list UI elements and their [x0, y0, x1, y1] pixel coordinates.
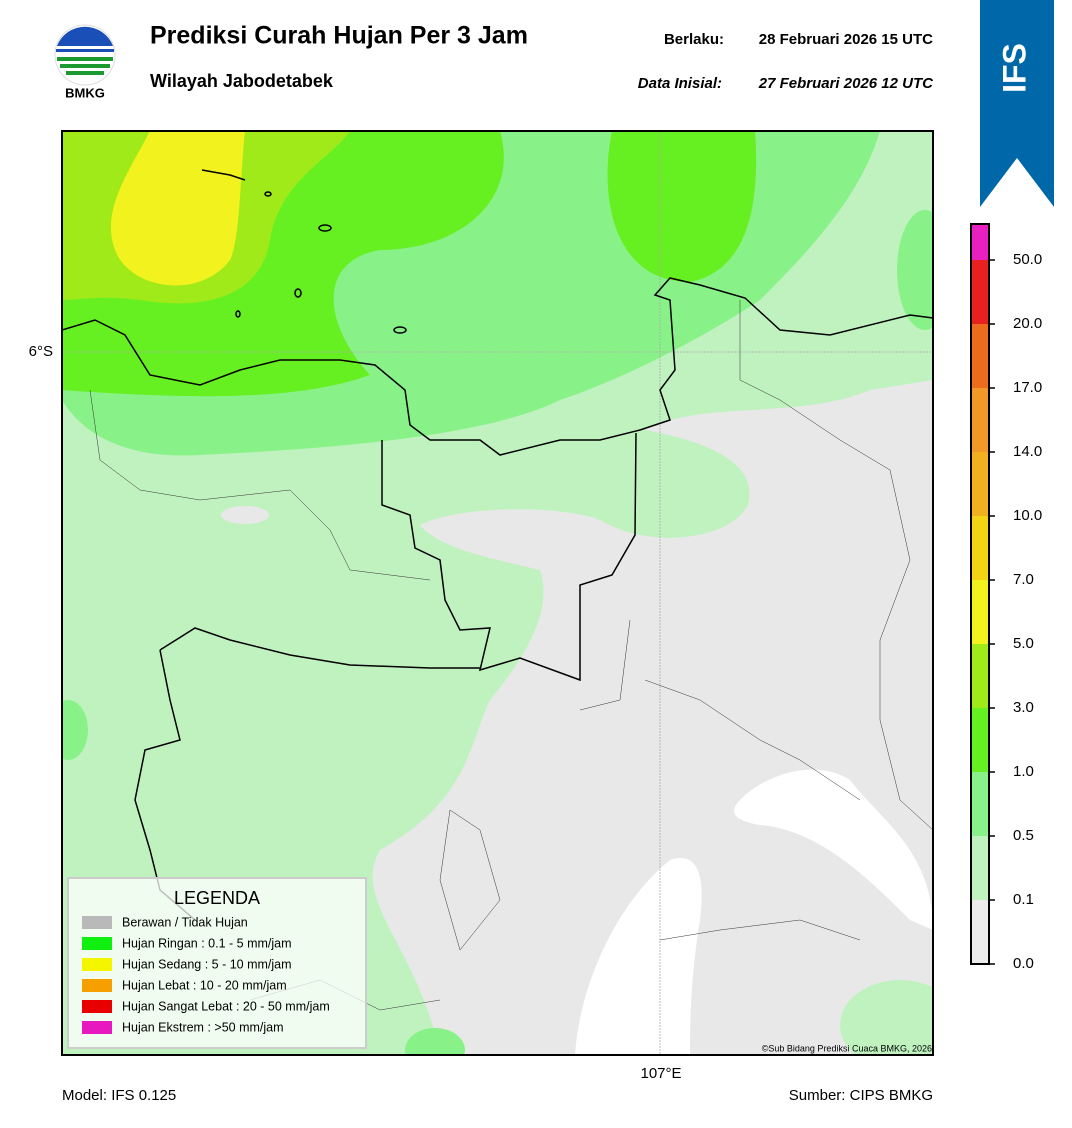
colorbar-tick-label: 14.0	[1013, 443, 1042, 460]
lon-label: 107°E	[640, 1065, 681, 1082]
colorbar-band	[971, 644, 989, 708]
colorbar-band	[971, 516, 989, 580]
colorbar-band	[971, 772, 989, 836]
colorbar-band	[971, 836, 989, 900]
colorbar-tick-label: 0.0	[1013, 955, 1034, 972]
legend-swatch	[82, 916, 112, 929]
badge-text: IFS	[996, 43, 1032, 93]
legend-label: Hujan Ekstrem : >50 mm/jam	[122, 1020, 284, 1034]
logo: BMKG	[54, 24, 116, 100]
colorbar-band	[971, 324, 989, 388]
legend-label: Hujan Lebat : 10 - 20 mm/jam	[122, 978, 287, 992]
colorbar-tick-label: 17.0	[1013, 379, 1042, 396]
colorbar-tick-label: 50.0	[1013, 251, 1042, 268]
colorbar-band	[971, 388, 989, 452]
title: Prediksi Curah Hujan Per 3 Jam	[150, 22, 528, 50]
credit: ©Sub Bidang Prediksi Cuaca BMKG, 2026	[762, 1043, 932, 1053]
valid-label: Berlaku:	[664, 31, 724, 48]
init-label: Data Inisial:	[638, 75, 722, 92]
badge	[980, 0, 1054, 207]
colorbar-tick-label: 0.5	[1013, 827, 1034, 844]
valid-value: 28 Februari 2026 15 UTC	[759, 31, 933, 48]
legend-label: Hujan Sedang : 5 - 10 mm/jam	[122, 957, 292, 971]
colorbar-band	[971, 708, 989, 772]
model: Model: IFS 0.125	[62, 1087, 176, 1104]
colorbar-tick-label: 1.0	[1013, 763, 1034, 780]
colorbar-band	[971, 224, 989, 260]
colorbar-tick-label: 3.0	[1013, 699, 1034, 716]
map-frame	[61, 130, 934, 1056]
colorbar-band	[971, 260, 989, 324]
source: Sumber: CIPS BMKG	[789, 1087, 933, 1104]
colorbar-band	[971, 452, 989, 516]
legend-swatch	[82, 1000, 112, 1013]
legend: LEGENDA Berawan / Tidak Hujan Hujan Ringa…	[67, 877, 367, 1049]
colorbar-frame	[970, 223, 990, 965]
colorbar-tick-label: 7.0	[1013, 571, 1034, 588]
init-value: 27 Februari 2026 12 UTC	[758, 75, 934, 92]
colorbar: 0.0 0.1 0.5 1.0 3.0 5.0 7.0 10.0 14.0 17.0 20.0 50.…	[970, 223, 1042, 972]
legend-swatch	[82, 937, 112, 950]
legend-label: Hujan Sangat Lebat : 20 - 50 mm/jam	[122, 999, 330, 1013]
legend-label: Berawan / Tidak Hujan	[122, 915, 248, 929]
subtitle: Wilayah Jabodetabek	[150, 71, 334, 91]
colorbar-tick-label: 20.0	[1013, 315, 1042, 332]
lat-label: 6°S	[29, 343, 53, 360]
logo-text: BMKG	[65, 85, 105, 100]
legend-swatch	[82, 979, 112, 992]
colorbar-band	[971, 580, 989, 644]
legend-label: Hujan Ringan : 0.1 - 5 mm/jam	[122, 936, 292, 950]
legend-title: LEGENDA	[174, 888, 260, 908]
map: ©Sub Bidang Prediksi Cuaca BMKG, 2026	[62, 131, 933, 1055]
legend-swatch	[82, 958, 112, 971]
colorbar-band	[971, 900, 989, 964]
legend-swatch	[82, 1021, 112, 1034]
colorbar-tick-label: 0.1	[1013, 891, 1034, 908]
colorbar-tick-label: 5.0	[1013, 635, 1034, 652]
colorbar-tick-label: 10.0	[1013, 507, 1042, 524]
